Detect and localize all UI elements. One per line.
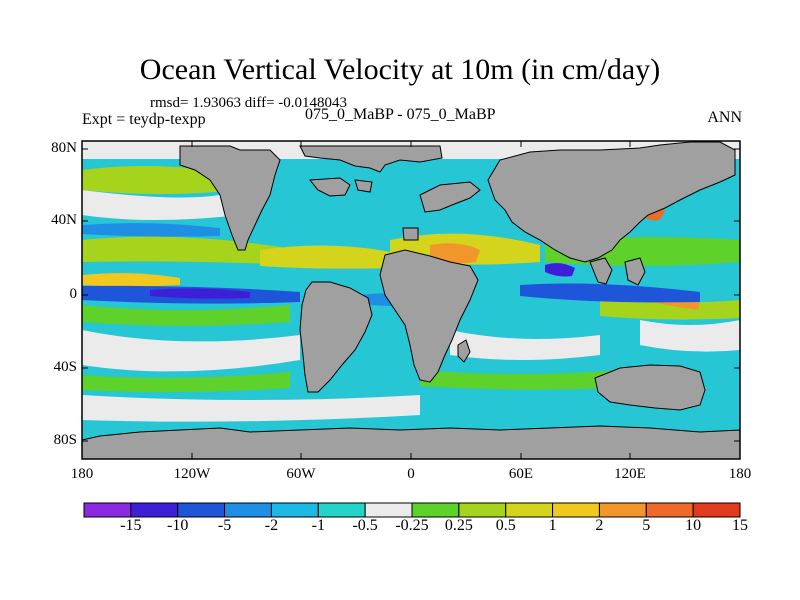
australia [594, 364, 706, 411]
downwelling-band [150, 288, 250, 299]
colorbar-label: -15 [120, 517, 142, 534]
lon-label-180w: 180 [70, 466, 94, 482]
upwelling-zone [600, 300, 740, 320]
europe [419, 181, 481, 213]
downwelling-band [545, 263, 575, 277]
lon-label-60w: 60W [286, 466, 316, 482]
upwelling-zone [82, 372, 290, 393]
colorbar-swatch [130, 502, 179, 518]
colorbar-swatch [458, 502, 507, 518]
lat-label-80n: 80N [51, 140, 77, 156]
greenland [299, 145, 443, 173]
colorbar-swatch [645, 502, 694, 518]
lon-label-180e: 180 [728, 466, 752, 482]
colorbar-label: 2 [595, 517, 604, 534]
colorbar-label: -5 [217, 517, 232, 534]
colorbar-swatch [177, 502, 226, 518]
colorbar-swatch [692, 502, 741, 518]
colorbar-label: 10 [685, 517, 702, 534]
iberia [402, 227, 419, 241]
pale-zone [640, 320, 740, 352]
colorbar-swatch [505, 502, 554, 518]
colorbar-swatch [270, 502, 319, 518]
colorbar-swatch [364, 502, 413, 518]
arctic-island [309, 177, 351, 197]
ocean-field [82, 141, 740, 459]
upwelling-zone [82, 305, 290, 326]
southeast-asia [624, 257, 646, 286]
hotspot [82, 273, 180, 287]
india [589, 257, 613, 285]
eurasia [487, 141, 736, 263]
lat-label-40n: 40N [51, 212, 77, 228]
colorbar-swatch [83, 502, 132, 518]
lon-ticks [191, 141, 631, 459]
colorbar-swatch [598, 502, 647, 518]
colorbar-label: 0.5 [495, 517, 516, 534]
colorbar-label: -2 [264, 517, 279, 534]
colorbar-label: 1 [548, 517, 557, 534]
colorbar-label: 5 [642, 517, 651, 534]
colorbar-swatch [552, 502, 600, 518]
colorbar-swatch [224, 502, 272, 518]
land-masses [82, 141, 740, 459]
antarctica [82, 425, 740, 459]
lon-label-60e: 60E [508, 466, 534, 482]
stats-line: rmsd= 1.93063 diff= -0.0148043 [150, 95, 348, 111]
colorbar-label: 0.25 [444, 517, 473, 534]
colorbar-label: -1 [311, 517, 325, 534]
colorbar-label: -0.25 [395, 517, 429, 534]
lat-label-40s: 40S [53, 359, 77, 375]
experiment-label: Expt = teydp-texpp [82, 111, 206, 128]
colorbar-label: 15 [732, 517, 748, 534]
pale-zone [450, 330, 600, 360]
pale-zone [82, 190, 240, 220]
hotspot [430, 243, 480, 264]
season-label: ANN [707, 109, 742, 126]
colorbar-label: -0.5 [352, 517, 378, 534]
colorbar-swatch [411, 502, 460, 518]
lat-label-80s: 80S [53, 432, 77, 448]
colorbar [83, 502, 741, 518]
lat-label-0: 0 [69, 286, 78, 302]
colorbar-label: -10 [167, 517, 189, 534]
madagascar [457, 339, 471, 363]
lat-ticks [82, 148, 740, 442]
upwelling-zone [260, 245, 390, 269]
colorbar-swatch [317, 502, 366, 518]
downwelling-band [520, 283, 700, 303]
downwelling-band [82, 223, 220, 237]
plot-title: Ocean Vertical Velocity at 10m (in cm/da… [139, 53, 661, 86]
case-label: 075_0_MaBP - 075_0_MaBP [305, 106, 496, 123]
arctic-island [354, 179, 373, 193]
africa [379, 249, 479, 383]
lon-label-0: 0 [407, 466, 415, 482]
pale-zone [82, 395, 420, 422]
north-america [179, 145, 281, 251]
pale-zone [82, 330, 300, 372]
upwelling-zone [420, 370, 620, 390]
lon-label-120w: 120W [173, 466, 211, 482]
south-america [299, 281, 373, 393]
lon-label-120e: 120E [614, 466, 646, 482]
